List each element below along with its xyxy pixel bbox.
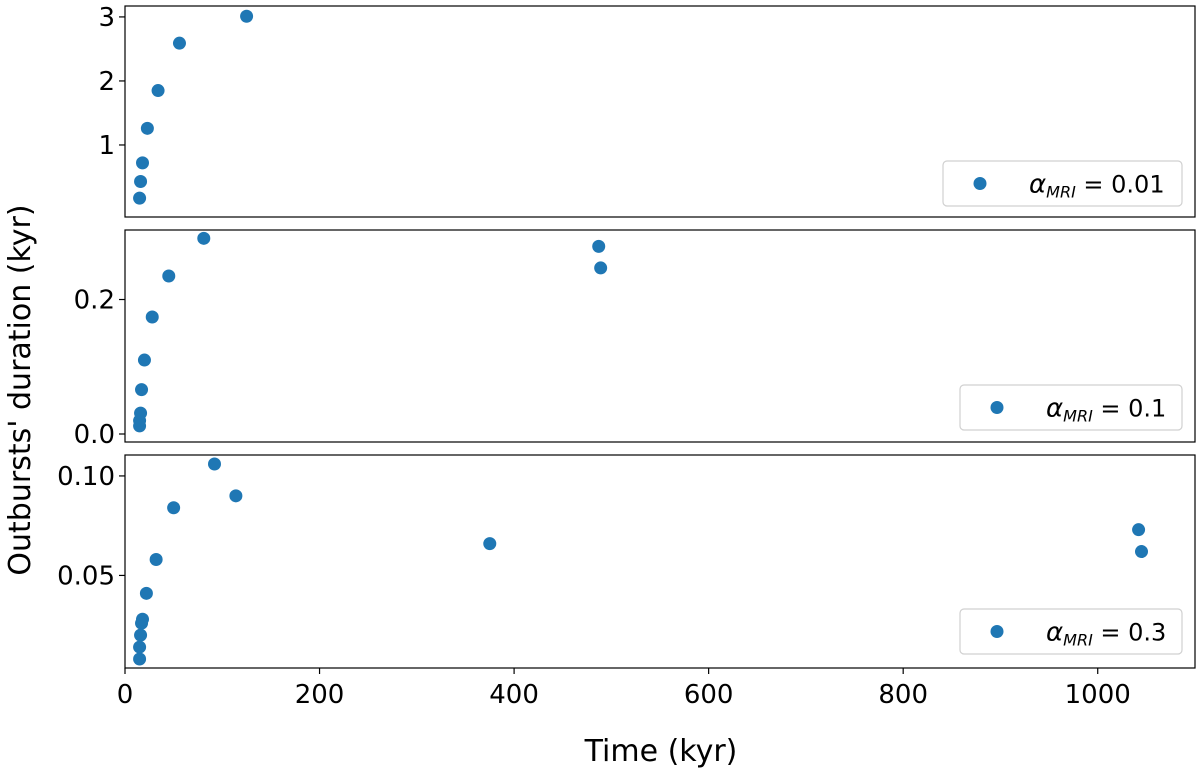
x-axis: 0 200 400 600 800 1000 <box>117 668 1131 710</box>
x-tick-label: 200 <box>295 680 345 710</box>
data-point <box>162 269 176 283</box>
legend-marker <box>990 625 1004 638</box>
data-point <box>134 174 148 188</box>
data-point <box>136 156 150 170</box>
panel-frame <box>124 5 1196 218</box>
data-point <box>133 652 147 666</box>
y-tick-label: 0.05 <box>57 561 115 591</box>
data-point <box>134 406 148 420</box>
legend: αMRI = 0.3 <box>959 608 1183 655</box>
data-point <box>140 121 154 135</box>
x-tick-label: 400 <box>489 680 539 710</box>
data-point <box>172 36 186 50</box>
data-point <box>145 310 159 324</box>
legend-label: αMRI = 0.1 <box>1046 394 1166 426</box>
data-point <box>1135 545 1148 559</box>
legend-subscript: MRI <box>1063 631 1093 650</box>
data-point <box>240 9 254 23</box>
legend-label: αMRI = 0.01 <box>1029 170 1165 202</box>
x-tick-label: 800 <box>878 680 928 710</box>
y-tick-label: 0.0 <box>74 420 115 450</box>
legend-subscript: MRI <box>1046 183 1076 202</box>
x-tick-label: 1000 <box>1065 680 1131 710</box>
data-point <box>139 586 153 600</box>
legend-alpha: α <box>1046 618 1063 648</box>
data-point <box>594 261 608 275</box>
legend-box <box>942 160 1183 207</box>
y-tick-label: 3 <box>98 3 115 33</box>
data-point <box>151 84 165 98</box>
legend: αMRI = 0.01 <box>942 160 1183 207</box>
panel-frame <box>124 229 1196 443</box>
legend-box <box>959 608 1183 655</box>
x-tick-label: 0 <box>117 680 134 710</box>
legend-alpha: α <box>1029 170 1046 200</box>
data-point <box>483 537 497 551</box>
legend-subscript: MRI <box>1063 407 1093 426</box>
legend-alpha: α <box>1046 394 1063 424</box>
panel-alpha-0.3: 0.05 0.10 αMRI = 0.3 <box>57 454 1196 669</box>
data-point <box>137 353 151 367</box>
legend-marker <box>990 401 1004 414</box>
data-point <box>136 612 150 626</box>
legend-value: = 0.3 <box>1093 619 1167 647</box>
legend-marker <box>973 177 987 190</box>
x-tick-label: 600 <box>684 680 734 710</box>
legend-label: αMRI = 0.3 <box>1046 618 1166 650</box>
data-point <box>134 628 148 642</box>
y-tick-label: 1 <box>98 131 115 161</box>
legend-value: = 0.1 <box>1093 395 1167 423</box>
data-point <box>1132 523 1146 537</box>
y-tick-label: 0.2 <box>74 286 115 316</box>
data-point <box>167 501 181 515</box>
data-point <box>133 191 147 205</box>
data-point <box>207 457 221 471</box>
data-point <box>149 553 163 567</box>
panel-frame <box>124 454 1196 669</box>
legend-box <box>959 384 1183 431</box>
x-axis-label: Time (kyr) <box>584 734 738 769</box>
panel-alpha-0.01: 1 2 3 αMRI = 0.01 <box>98 3 1196 218</box>
data-point <box>592 239 606 253</box>
y-tick-label: 2 <box>98 67 115 97</box>
data-point <box>135 383 149 397</box>
legend: αMRI = 0.1 <box>959 384 1183 431</box>
data-point <box>197 231 211 245</box>
y-tick-label: 0.10 <box>57 462 115 492</box>
data-point <box>229 489 243 503</box>
y-axis-label: Outbursts' duration (kyr) <box>3 204 38 575</box>
legend-value: = 0.01 <box>1076 171 1165 199</box>
data-point <box>133 640 147 654</box>
panel-alpha-0.1: 0.0 0.2 αMRI = 0.1 <box>74 229 1196 450</box>
